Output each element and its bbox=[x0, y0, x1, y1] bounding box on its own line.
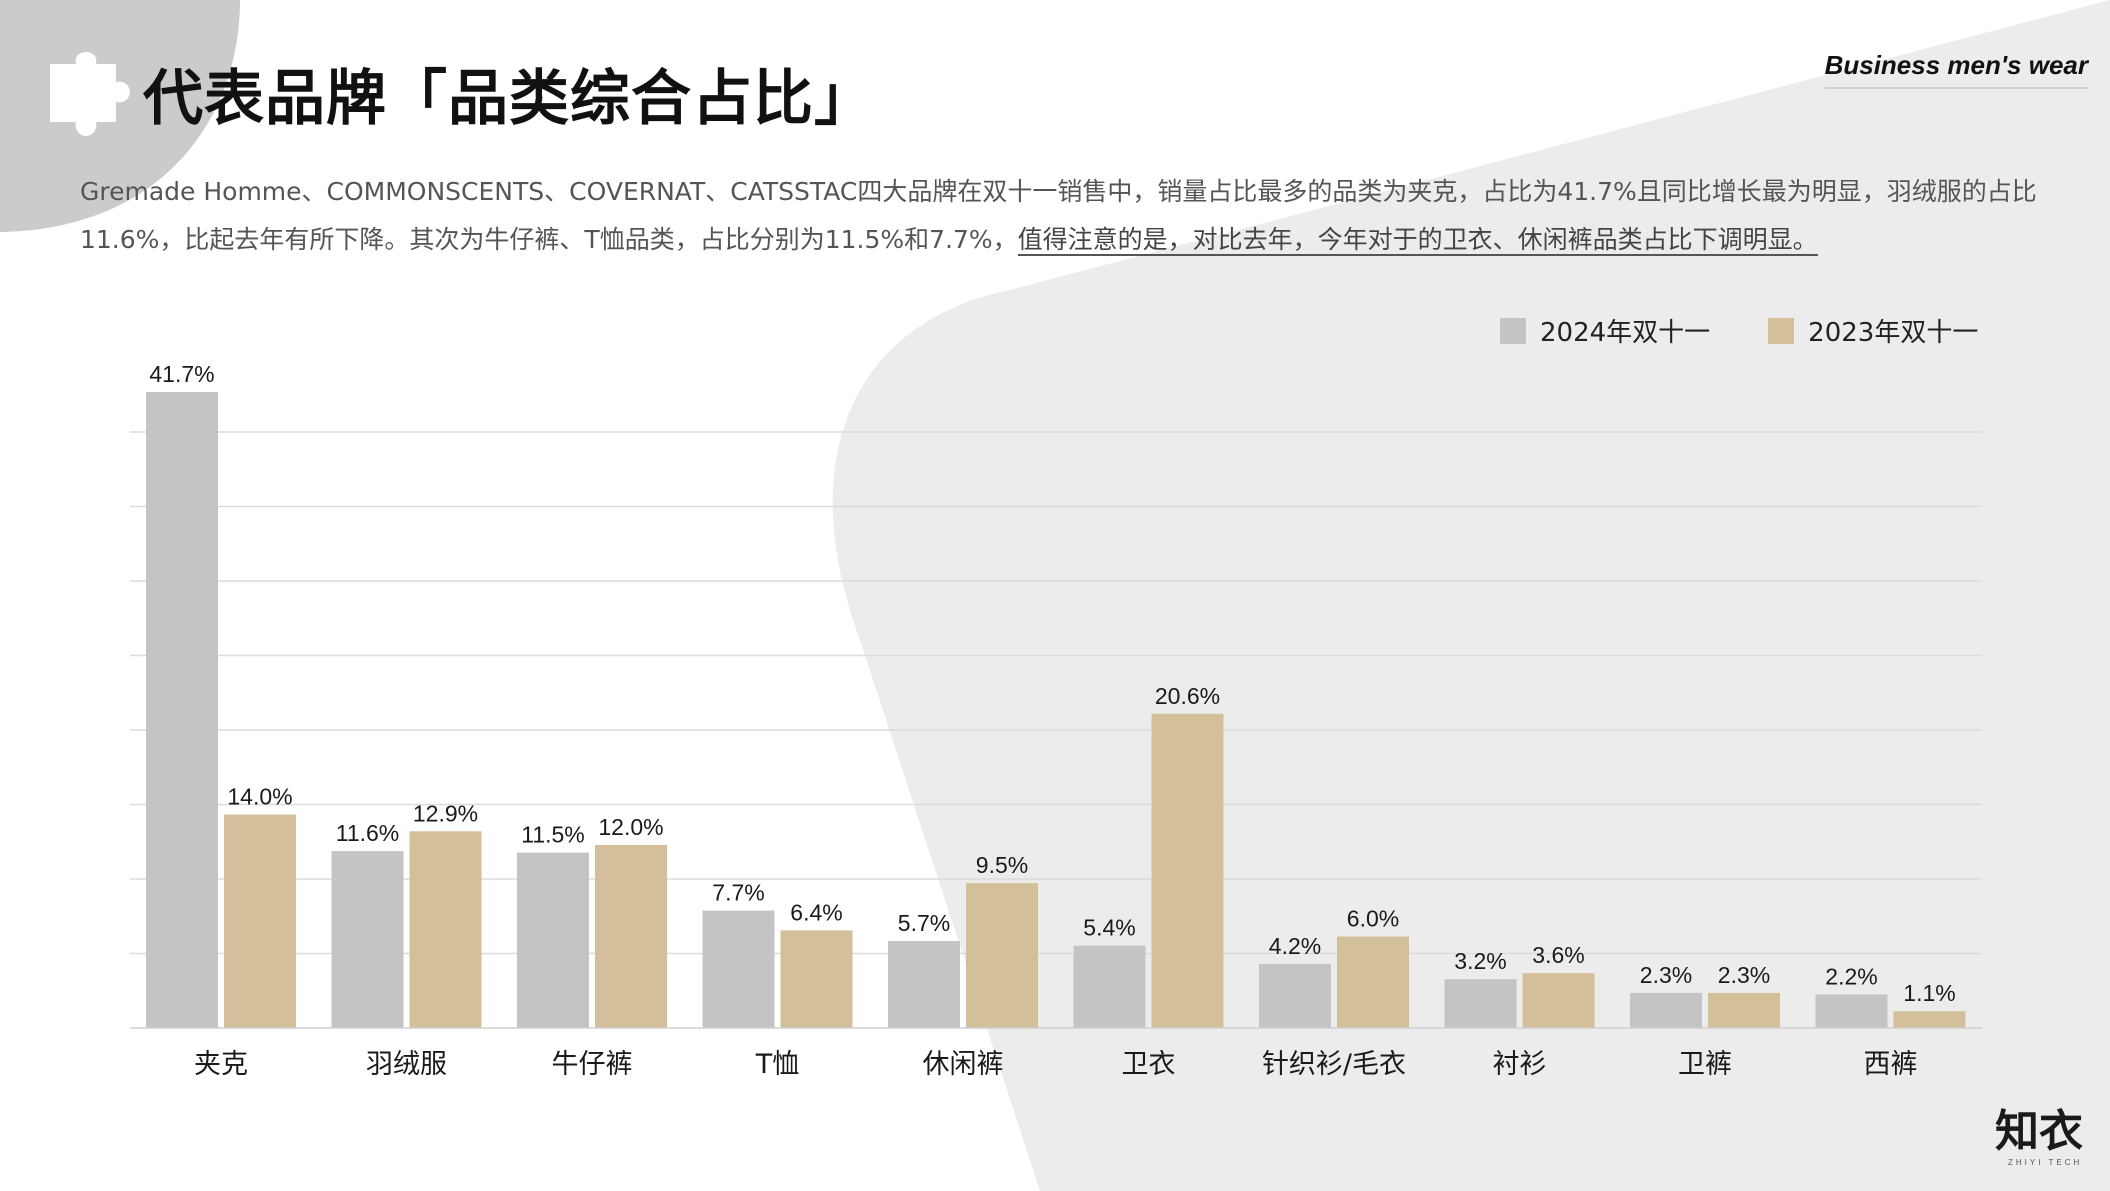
puzzle-piece-icon bbox=[50, 52, 130, 136]
description-highlight: 值得注意的是，对比去年，今年对于的卫衣、休闲裤品类占比下调明显。 bbox=[1017, 225, 1818, 256]
legend-swatch-2024 bbox=[1500, 317, 1526, 344]
data-label: 2.3% bbox=[1640, 962, 1692, 988]
bar-2023 bbox=[966, 883, 1038, 1028]
bar-2024 bbox=[1630, 992, 1702, 1028]
top-left-corner-shape bbox=[0, 0, 240, 232]
data-label: 1.1% bbox=[1903, 980, 1955, 1006]
data-label: 3.2% bbox=[1454, 948, 1506, 974]
data-label: 20.6% bbox=[1155, 683, 1220, 709]
legend-item-2024: 2024年双十一 bbox=[1500, 312, 1710, 349]
bar-2023 bbox=[1708, 992, 1780, 1028]
data-label: 6.4% bbox=[790, 899, 842, 925]
data-label: 7.7% bbox=[712, 880, 764, 906]
data-label: 6.0% bbox=[1347, 905, 1399, 931]
category-label: 卫衣 bbox=[1122, 1049, 1176, 1080]
bar-2023 bbox=[780, 930, 853, 1028]
data-label: 11.6% bbox=[336, 820, 400, 846]
data-label: 2.2% bbox=[1825, 963, 1877, 989]
zhiyi-logo-subtext: ZHIYI TECH bbox=[2008, 1158, 2083, 1167]
legend-swatch-2023 bbox=[1768, 317, 1795, 344]
category-label: 针织衫/毛衣 bbox=[1262, 1049, 1406, 1080]
category-label: 牛仔裤 bbox=[552, 1049, 633, 1080]
bar-2023 bbox=[595, 844, 667, 1028]
data-label: 12.0% bbox=[598, 814, 663, 840]
zhiyi-logo: 知衣 bbox=[1995, 1106, 2083, 1157]
description-paragraph: Gremade Homme、COMMONSCENTS、COVERNAT、CATS… bbox=[80, 168, 2070, 264]
bar-2024 bbox=[1073, 945, 1146, 1028]
bar-2023 bbox=[224, 814, 296, 1028]
bar-2024 bbox=[146, 392, 218, 1028]
bar-2024 bbox=[888, 941, 960, 1028]
category-label: 夹克 bbox=[194, 1049, 248, 1080]
data-label: 14.0% bbox=[227, 783, 292, 809]
data-label: 2.3% bbox=[1718, 962, 1770, 988]
category-label: 卫裤 bbox=[1678, 1049, 1732, 1080]
data-label: 9.5% bbox=[976, 852, 1028, 878]
legend-label-2023: 2023年双十一 bbox=[1808, 318, 1979, 348]
data-label: 4.2% bbox=[1269, 933, 1321, 959]
bar-2024 bbox=[702, 910, 775, 1028]
legend-label-2024: 2024年双十一 bbox=[1540, 318, 1711, 348]
bar-2023 bbox=[1337, 936, 1409, 1028]
category-label: 羽绒服 bbox=[366, 1049, 447, 1080]
bar-2023 bbox=[1151, 713, 1224, 1028]
legend-item-2023: 2023年双十一 bbox=[1768, 312, 1978, 349]
chart-legend: 2024年双十一 2023年双十一 bbox=[1500, 312, 1978, 349]
data-label: 3.6% bbox=[1532, 942, 1584, 968]
data-label: 5.4% bbox=[1083, 915, 1135, 941]
description-text: Gremade Homme、COMMONSCENTS、COVERNAT、CATS… bbox=[80, 177, 2037, 254]
data-label: 11.5% bbox=[521, 822, 585, 848]
category-label: 衬衫 bbox=[1493, 1049, 1547, 1080]
page-title: 代表品牌「品类综合占比」 bbox=[143, 64, 875, 134]
category-label: 西裤 bbox=[1864, 1049, 1918, 1080]
bar-2023 bbox=[1522, 973, 1595, 1028]
bar-2024 bbox=[1815, 994, 1888, 1028]
bar-2023 bbox=[1893, 1011, 1966, 1028]
data-label: 12.9% bbox=[413, 800, 478, 826]
bar-2023 bbox=[409, 831, 482, 1028]
category-label: T恤 bbox=[755, 1049, 800, 1080]
bar-2024 bbox=[1259, 963, 1331, 1028]
bar-2024 bbox=[1444, 979, 1517, 1028]
data-label: 5.7% bbox=[898, 910, 950, 936]
bar-2024 bbox=[331, 851, 404, 1028]
brand-tag: Business men's wear bbox=[1824, 50, 2088, 89]
data-label: 41.7% bbox=[149, 361, 214, 387]
bar-2024 bbox=[517, 852, 589, 1028]
category-label: 休闲裤 bbox=[923, 1049, 1004, 1080]
